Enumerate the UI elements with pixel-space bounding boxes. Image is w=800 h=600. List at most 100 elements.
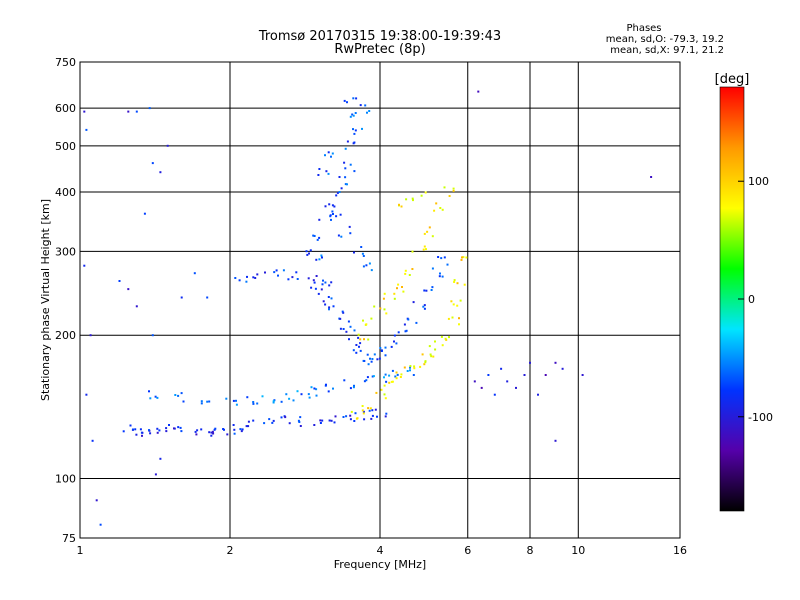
data-point bbox=[500, 367, 503, 370]
data-point bbox=[361, 252, 364, 255]
data-point bbox=[241, 428, 244, 431]
data-point bbox=[376, 358, 379, 361]
data-point bbox=[384, 373, 387, 376]
data-point bbox=[405, 198, 408, 201]
data-point bbox=[388, 374, 391, 377]
data-point bbox=[196, 429, 199, 432]
data-point bbox=[330, 419, 333, 422]
data-point bbox=[363, 380, 366, 383]
data-point bbox=[317, 292, 320, 295]
data-point bbox=[331, 204, 334, 207]
data-point bbox=[247, 425, 250, 428]
data-point bbox=[413, 367, 416, 370]
data-point bbox=[432, 355, 435, 358]
data-point bbox=[346, 183, 348, 186]
data-point bbox=[423, 363, 426, 366]
data-point bbox=[233, 428, 236, 431]
data-point bbox=[315, 258, 318, 261]
data-point bbox=[422, 305, 425, 308]
data-point bbox=[129, 424, 132, 427]
data-point bbox=[331, 152, 334, 155]
data-point bbox=[390, 345, 393, 348]
data-point bbox=[135, 305, 138, 308]
data-point bbox=[435, 202, 438, 205]
data-point bbox=[409, 366, 411, 369]
data-point bbox=[284, 416, 287, 419]
data-point bbox=[313, 424, 316, 426]
data-point bbox=[238, 279, 241, 282]
data-point bbox=[400, 205, 403, 208]
data-point bbox=[277, 274, 279, 277]
data-point bbox=[180, 392, 183, 395]
data-point bbox=[367, 407, 370, 410]
data-point bbox=[273, 271, 276, 274]
y-tick-label: 750 bbox=[55, 56, 76, 69]
data-point bbox=[369, 357, 371, 360]
data-point bbox=[206, 400, 209, 403]
data-point bbox=[314, 287, 317, 290]
data-point bbox=[463, 283, 466, 286]
data-point bbox=[329, 214, 332, 217]
y-tick-label: 500 bbox=[55, 140, 76, 153]
data-point bbox=[296, 390, 299, 393]
data-point bbox=[378, 357, 381, 360]
data-point bbox=[412, 301, 415, 304]
data-point bbox=[423, 304, 426, 307]
data-point bbox=[179, 426, 182, 429]
data-point bbox=[354, 412, 357, 415]
data-point bbox=[368, 110, 371, 112]
data-point bbox=[373, 305, 376, 308]
data-point bbox=[305, 250, 308, 253]
data-point bbox=[272, 401, 275, 404]
data-point bbox=[445, 338, 448, 341]
data-point bbox=[370, 269, 373, 272]
x-axis-label: Frequency [MHz] bbox=[334, 558, 426, 571]
data-point bbox=[208, 400, 211, 403]
data-point bbox=[434, 348, 437, 351]
data-point bbox=[291, 276, 294, 279]
data-point bbox=[331, 210, 334, 213]
data-point bbox=[206, 296, 209, 299]
data-point bbox=[428, 226, 431, 229]
data-point bbox=[211, 430, 214, 433]
data-point bbox=[383, 308, 386, 311]
data-point bbox=[156, 427, 159, 430]
data-point bbox=[322, 279, 324, 282]
data-point bbox=[348, 338, 350, 341]
data-point bbox=[391, 369, 394, 372]
data-point bbox=[441, 344, 444, 347]
data-point bbox=[409, 369, 411, 372]
data-point bbox=[313, 235, 316, 237]
data-point bbox=[135, 433, 138, 436]
data-point bbox=[365, 264, 368, 267]
data-point bbox=[363, 338, 365, 341]
data-point bbox=[315, 275, 318, 277]
data-point bbox=[200, 428, 203, 431]
data-point bbox=[353, 141, 356, 144]
data-point bbox=[443, 256, 446, 259]
data-point bbox=[297, 419, 300, 422]
data-point bbox=[336, 191, 339, 194]
data-point bbox=[448, 336, 450, 339]
data-point bbox=[292, 399, 295, 402]
data-point bbox=[135, 110, 138, 113]
data-point bbox=[320, 288, 323, 291]
data-point bbox=[200, 402, 203, 405]
data-point bbox=[264, 271, 266, 274]
data-point bbox=[318, 168, 321, 170]
data-point bbox=[149, 397, 152, 400]
data-point bbox=[440, 335, 443, 338]
data-point bbox=[177, 394, 180, 397]
data-point bbox=[453, 281, 456, 283]
data-point bbox=[315, 394, 318, 397]
data-point bbox=[443, 186, 446, 189]
data-point bbox=[408, 274, 411, 276]
data-point bbox=[308, 252, 310, 255]
data-point bbox=[245, 280, 248, 283]
colorbar-ticks: 100 0 -100 bbox=[738, 175, 773, 424]
data-point bbox=[158, 429, 161, 432]
data-point bbox=[295, 271, 298, 274]
y-tick-label: 300 bbox=[55, 245, 76, 258]
data-point bbox=[345, 415, 348, 418]
